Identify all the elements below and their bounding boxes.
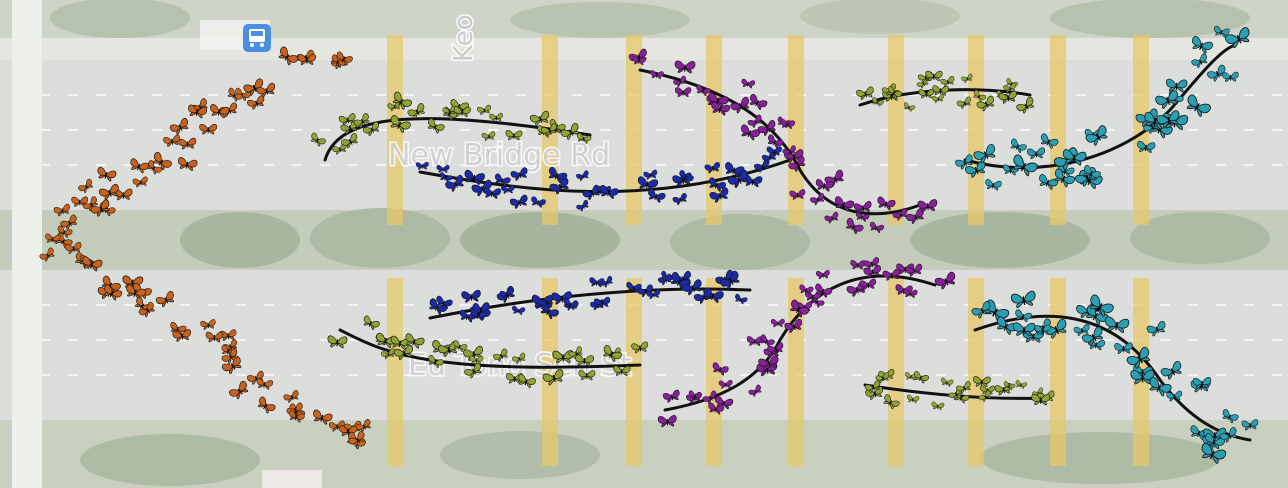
vine-blue-lower <box>428 287 752 320</box>
bus-stop-icon[interactable] <box>243 24 271 52</box>
vine-purple-upper <box>638 68 922 216</box>
median-trees <box>0 208 1288 270</box>
vine-teal-lower <box>973 314 1252 442</box>
road-label-keong: Keo <box>449 14 479 62</box>
tree-strip-bottom <box>0 420 1288 488</box>
tree-strip-top <box>0 0 1288 50</box>
crosswalk-markings <box>387 35 1149 466</box>
vine-green-lower <box>338 328 642 369</box>
vine-green-upper <box>323 117 592 162</box>
side-road-left <box>12 0 42 488</box>
